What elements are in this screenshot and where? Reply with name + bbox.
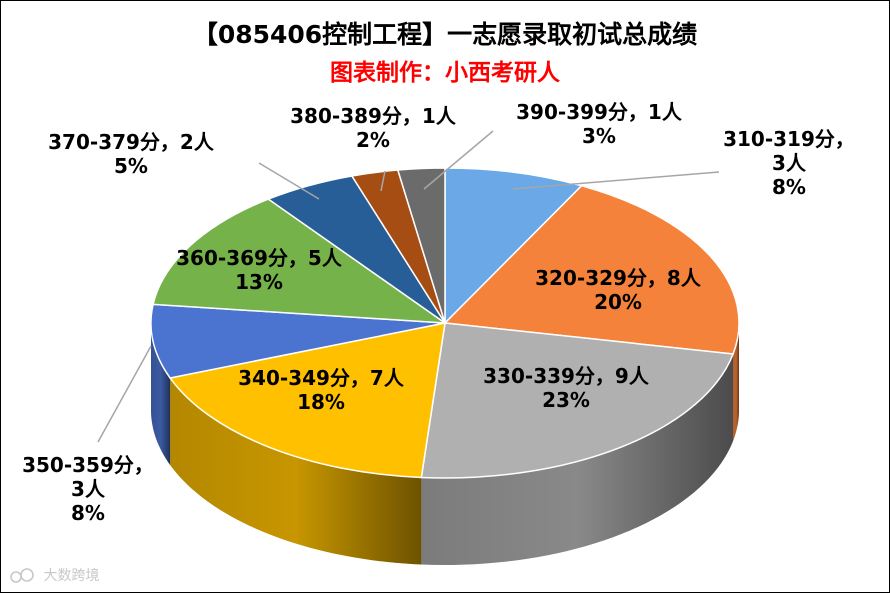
pie-side-shade-5 <box>151 323 171 465</box>
leader-line-8 <box>380 170 386 192</box>
leader-line-5 <box>97 345 152 443</box>
pie-slices <box>150 167 740 479</box>
chart-title: 【085406控制工程】一志愿录取初试总成绩 <box>192 20 698 49</box>
data-label-6: 360-369分，5人 13% <box>176 246 343 294</box>
pie-slice-4 <box>168 322 446 479</box>
data-label-1: 310-319分， 3人 8% <box>723 127 855 199</box>
data-label-2: 320-329分，8人 20% <box>535 266 702 314</box>
leader-line-1 <box>512 171 720 190</box>
pie-side-shade-2 <box>733 323 739 441</box>
watermark-logo-icon <box>10 568 34 583</box>
leader-line-9 <box>423 130 494 190</box>
pie-slice-2 <box>443 184 740 355</box>
data-label-8: 380-389分，1人 2% <box>290 104 457 152</box>
pie-slice-6 <box>152 198 448 324</box>
pie-side-walls <box>151 323 739 565</box>
pie-slice-9 <box>396 167 446 324</box>
watermark-text: 大数跨境 <box>43 568 100 584</box>
leader-line-7 <box>258 162 320 200</box>
pie-slice-5 <box>150 303 446 379</box>
pie-side-shade-4 <box>170 377 422 565</box>
data-label-5: 350-359分， 3人 8% <box>22 453 154 525</box>
data-labels: 310-319分， 3人 8% 320-329分，8人 20% 330-339分，9人 23… <box>22 100 855 525</box>
data-label-4: 340-349分，7人 18% <box>238 366 405 414</box>
chart-subtitle: 图表制作：小西考研人 <box>330 60 560 86</box>
data-label-7: 370-379分，2人 5% <box>48 130 215 178</box>
pie-slice-3 <box>420 322 735 479</box>
data-label-3: 330-339分，9人 23% <box>483 364 650 412</box>
leader-lines <box>97 130 720 443</box>
pie-side-shade-3 <box>421 354 734 565</box>
watermark: 大数跨境 <box>9 565 99 585</box>
data-label-9: 390-399分，1人 3% <box>516 100 683 148</box>
